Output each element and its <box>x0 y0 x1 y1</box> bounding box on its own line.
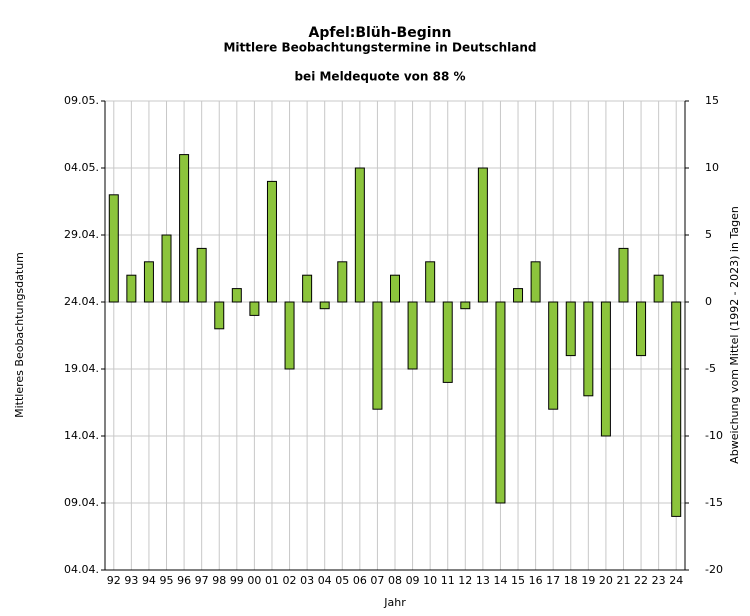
x-tick-label: 17 <box>546 574 560 587</box>
bar <box>495 301 506 504</box>
bar <box>407 301 418 370</box>
bar <box>653 274 664 303</box>
x-tick-label: 94 <box>142 574 156 587</box>
bar <box>425 261 436 303</box>
y-tick-label: 09.05. <box>64 94 99 107</box>
y-tick-label: 24.04. <box>64 295 99 308</box>
bar <box>179 154 190 303</box>
chart-title: Apfel:Blüh-Beginn <box>309 25 452 41</box>
x-tick-label: 99 <box>230 574 244 587</box>
bar <box>143 261 154 303</box>
x-tick-label: 14 <box>493 574 507 587</box>
bar <box>337 261 348 303</box>
bar <box>530 261 541 303</box>
bar <box>284 301 295 370</box>
x-tick-label: 09 <box>406 574 420 587</box>
x-tick-label: 16 <box>529 574 543 587</box>
x-tick-label: 04 <box>318 574 332 587</box>
x-tick-label: 93 <box>124 574 138 587</box>
x-tick-label: 92 <box>107 574 121 587</box>
x-tick-label: 24 <box>669 574 683 587</box>
x-tick-label: 97 <box>195 574 209 587</box>
x-tick-label: 96 <box>177 574 191 587</box>
x-tick-label: 98 <box>212 574 226 587</box>
bar <box>390 274 400 303</box>
x-tick-label: 20 <box>599 574 613 587</box>
bar <box>618 247 629 303</box>
y-tick-label: 04.05. <box>64 161 99 174</box>
y-tick-label: 04.04. <box>64 563 99 576</box>
bar <box>548 301 559 410</box>
x-axis-label: Jahr <box>383 596 406 609</box>
y2-tick-label: -10 <box>705 429 723 442</box>
x-tick-label: 07 <box>370 574 384 587</box>
bar <box>108 194 119 303</box>
bar <box>583 301 594 397</box>
y2-tick-label: 5 <box>705 228 712 241</box>
x-tick-label: 11 <box>441 574 455 587</box>
x-tick-label: 23 <box>652 574 666 587</box>
x-tick-label: 00 <box>247 574 261 587</box>
bar <box>126 274 137 303</box>
x-tick-label: 01 <box>265 574 279 587</box>
chart-subtitle: Mittlere Beobachtungstermine in Deutschl… <box>223 41 536 55</box>
x-tick-label: 22 <box>634 574 648 587</box>
bar <box>513 288 524 303</box>
bar <box>231 288 242 303</box>
x-tick-label: 06 <box>353 574 367 587</box>
bar <box>600 301 611 437</box>
bar <box>442 301 453 383</box>
y-tick-label: 09.04. <box>64 496 99 509</box>
bar <box>671 301 682 517</box>
y-axis-label: Mittleres Beobachtungsdatum <box>13 252 26 418</box>
bar <box>565 301 576 357</box>
bar <box>477 167 488 303</box>
x-tick-label: 02 <box>283 574 297 587</box>
bar <box>460 301 471 310</box>
bar <box>636 301 647 357</box>
bar <box>354 167 365 303</box>
y2-tick-label: 15 <box>705 94 719 107</box>
y-tick-label: 29.04. <box>64 228 99 241</box>
y2-tick-label: 10 <box>705 161 719 174</box>
bar <box>302 274 313 303</box>
chart-note: bei Meldequote von 88 % <box>294 70 465 84</box>
bar <box>319 301 330 310</box>
y-tick-label: 19.04. <box>64 362 99 375</box>
bar <box>249 301 260 316</box>
y2-tick-label: -15 <box>705 496 723 509</box>
bar <box>196 247 207 303</box>
y2-tick-label: -5 <box>705 362 716 375</box>
x-tick-label: 08 <box>388 574 402 587</box>
x-tick-label: 12 <box>458 574 472 587</box>
bar <box>161 234 172 303</box>
y2-axis-label: Abweichung vom Mittel (1992 - 2023) in T… <box>728 206 741 464</box>
y-tick-label: 14.04. <box>64 429 99 442</box>
x-tick-label: 18 <box>564 574 578 587</box>
x-tick-label: 13 <box>476 574 490 587</box>
bar <box>214 301 225 330</box>
x-tick-label: 15 <box>511 574 525 587</box>
bar <box>372 301 383 410</box>
x-tick-label: 10 <box>423 574 437 587</box>
x-tick-label: 19 <box>581 574 595 587</box>
y2-tick-label: -20 <box>705 563 723 576</box>
y2-tick-label: 0 <box>705 295 712 308</box>
x-tick-label: 03 <box>300 574 314 587</box>
x-tick-label: 05 <box>335 574 349 587</box>
x-tick-label: 21 <box>616 574 630 587</box>
x-tick-label: 95 <box>160 574 174 587</box>
bar <box>266 180 277 303</box>
